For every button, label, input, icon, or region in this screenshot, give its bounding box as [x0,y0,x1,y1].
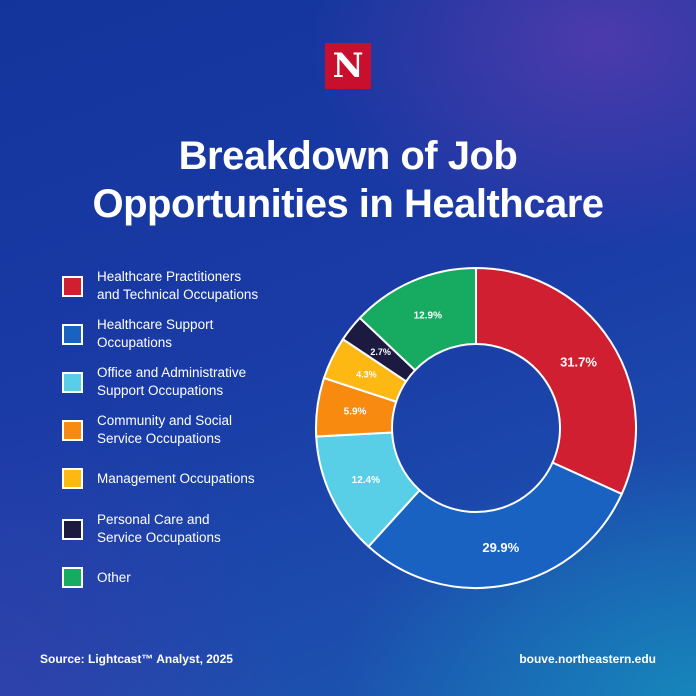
legend-item: Other [62,567,297,588]
slice-value-label: 31.7% [560,354,597,369]
legend-label-line: Support Occupations [97,383,224,398]
slice-value-label: 4.3% [356,370,377,380]
donut-slice [358,266,477,372]
legend-label-line: Management Occupations [97,470,255,486]
legend-label-line: Service Occupations [97,530,221,545]
legend-label-line: Community and Social [97,413,233,428]
legend-label: Management Occupations [97,470,297,488]
legend-swatch [62,518,83,540]
legend-swatch [62,371,83,393]
legend-label: Other [97,569,297,587]
legend-label-line: Office and Administrative [97,365,247,380]
donut-slice [475,266,637,496]
chart-title: Breakdown of Job Opportunities in Health… [40,132,656,228]
legend-swatch [62,323,83,345]
legend-label-line: Healthcare Support [97,317,214,332]
slice-value-label: 12.9% [414,310,442,321]
legend-swatch [62,419,83,441]
source-note: Source: Lightcast™ Analyst, 2025 [40,652,233,666]
website-link[interactable]: bouve.northeastern.edu [519,652,656,666]
donut-slice [367,461,624,589]
legend-item: Healthcare Support Occupations [62,316,297,352]
legend-label: Healthcare Support Occupations [97,316,297,352]
legend-item: Community and Social Service Occupations [62,412,297,448]
legend-item: Management Occupations [62,468,297,489]
legend-item: Office and Administrative Support Occupat… [62,364,297,400]
legend-item: Personal Care and Service Occupations [62,511,297,547]
slice-value-label: 29.9% [482,540,519,555]
legend-label: Office and Administrative Support Occupat… [97,364,297,400]
logo-letter: N [332,46,364,86]
slice-value-label: 5.9% [344,406,367,417]
title-line-1: Breakdown of Job [178,134,518,178]
legend-item: Healthcare Practitioners and Technical Oc… [62,268,297,304]
legend-label-line: and Technical Occupations [97,287,259,302]
slice-value-label: 12.4% [352,475,380,486]
legend-label: Community and Social Service Occupations [97,412,297,448]
legend-label-line: Personal Care and [97,512,210,527]
legend-label: Personal Care and Service Occupations [97,511,297,547]
legend-swatch [62,567,83,588]
legend-label: Healthcare Practitioners and Technical Oc… [97,268,297,304]
legend-swatch [62,468,83,489]
legend-label-line: Healthcare Practitioners [97,269,242,284]
legend-label-line: Occupations [97,335,173,350]
title-line-2: Opportunities in Healthcare [92,182,604,226]
slice-value-label: 2.7% [370,347,391,357]
legend-swatch [62,275,83,297]
legend-label-line: Other [97,569,131,585]
northeastern-logo: N [325,43,371,89]
legend-label-line: Service Occupations [97,431,221,446]
